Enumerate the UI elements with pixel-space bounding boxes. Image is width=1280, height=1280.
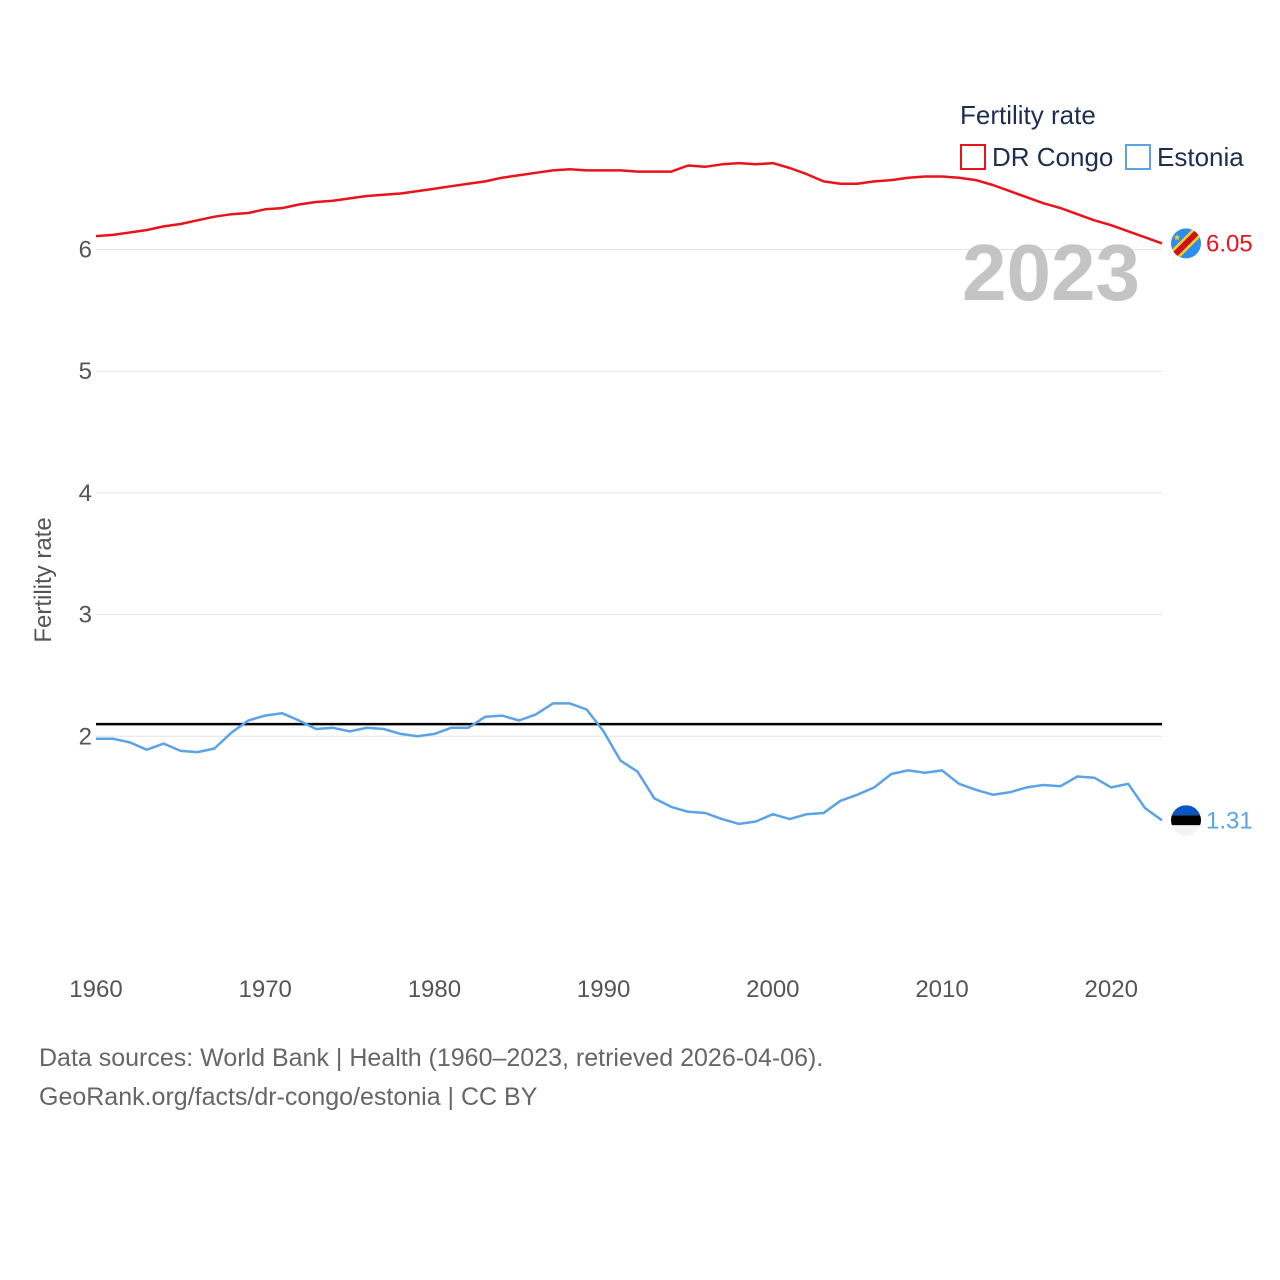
legend-swatch-estonia[interactable] — [1125, 144, 1151, 170]
y-tick-label: 3 — [79, 602, 92, 629]
y-tick-label: 4 — [79, 480, 92, 507]
y-axis: 2 3 4 5 6 — [79, 237, 92, 751]
x-tick-label: 1990 — [577, 976, 630, 1003]
legend-swatch-dr-congo[interactable] — [960, 144, 986, 170]
footer-sources: Data sources: World Bank | Health (1960–… — [39, 1044, 824, 1072]
x-axis: 1960 1970 1980 1990 2000 2010 2020 — [69, 976, 1138, 1003]
end-value-label-dr-congo: 6.05 — [1206, 230, 1253, 257]
legend-title: Fertility rate — [960, 100, 1096, 130]
legend-label-estonia[interactable]: Estonia — [1157, 142, 1244, 172]
legend-label-dr-congo[interactable]: DR Congo — [992, 142, 1113, 172]
x-tick-label: 1970 — [239, 976, 292, 1003]
series-lines — [95, 161, 1163, 826]
end-value-label-estonia: 1.31 — [1206, 807, 1253, 834]
series-line-dr-congo[interactable] — [95, 161, 1163, 245]
x-tick-label: 2010 — [915, 976, 968, 1003]
y-tick-label: 6 — [79, 237, 92, 264]
x-tick-label: 2000 — [746, 976, 799, 1003]
dr-congo-flag-icon: ★ — [1171, 228, 1201, 259]
end-markers: ★ 6.05 1.31 — [1171, 228, 1253, 836]
footer-link[interactable]: GeoRank.org/facts/dr-congo/estonia | CC … — [39, 1083, 538, 1111]
svg-text:★: ★ — [1173, 232, 1181, 242]
x-tick-label: 1960 — [69, 976, 122, 1003]
year-label: 2023 — [962, 228, 1140, 317]
legend: Fertility rate DR Congo Estonia — [960, 100, 1244, 172]
y-tick-label: 2 — [79, 723, 92, 750]
y-tick-label: 5 — [79, 358, 92, 385]
y-axis-title: Fertility rate — [30, 517, 57, 642]
x-tick-label: 1980 — [408, 976, 461, 1003]
x-tick-label: 2020 — [1085, 976, 1138, 1003]
grid — [96, 249, 1162, 737]
series-line-estonia[interactable] — [96, 702, 1163, 826]
estonia-flag-icon — [1171, 805, 1201, 836]
